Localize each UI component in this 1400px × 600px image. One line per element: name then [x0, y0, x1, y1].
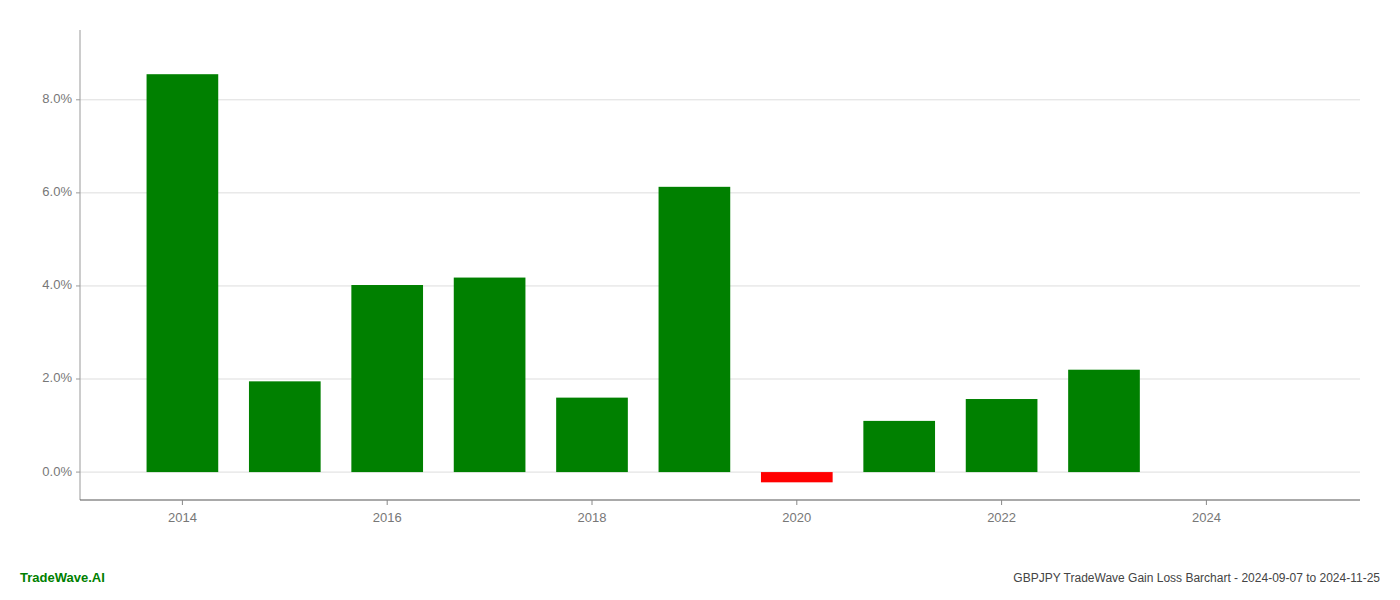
y-tick-label: 0.0% [42, 464, 72, 479]
x-tick-label: 2014 [168, 510, 197, 525]
bar [454, 278, 526, 473]
bar [556, 398, 628, 472]
grid-line [80, 99, 1360, 100]
chart: 0.0% 2.0% 4.0% 6.0% 8.0% 2014 2016 2018 2020 2022… [0, 0, 1400, 600]
x-axis: 2014 2016 2018 2020 2022 2024 [80, 500, 1360, 525]
y-tick-label: 2.0% [42, 370, 72, 385]
bar [147, 74, 219, 472]
x-tick-label: 2016 [373, 510, 402, 525]
bar [1068, 370, 1140, 472]
x-tick-label: 2024 [1192, 510, 1221, 525]
y-tick [76, 379, 80, 380]
bar [249, 381, 321, 472]
bar [863, 421, 935, 472]
x-tick [1206, 500, 1207, 505]
watermark: TradeWave.AI [20, 570, 105, 585]
y-tick-label: 8.0% [42, 91, 72, 106]
x-tick-label: 2018 [578, 510, 607, 525]
x-tick [796, 500, 797, 505]
x-axis-line [80, 500, 1360, 501]
grid [80, 100, 1360, 472]
bar [761, 472, 833, 482]
y-axis: 0.0% 2.0% 4.0% 6.0% 8.0% [42, 30, 80, 500]
bar [966, 399, 1038, 472]
x-tick [1001, 500, 1002, 505]
y-tick-label: 6.0% [42, 184, 72, 199]
title: GBPJPY TradeWave Gain Loss Barchart - 20… [1013, 571, 1380, 585]
y-tick [76, 192, 80, 193]
bar [659, 187, 731, 472]
y-tick [76, 285, 80, 286]
x-tick-label: 2020 [782, 510, 811, 525]
x-tick [592, 500, 593, 505]
y-tick [76, 472, 80, 473]
bars [147, 74, 1140, 482]
x-tick-label: 2022 [987, 510, 1016, 525]
bar [351, 285, 423, 472]
y-tick [76, 99, 80, 100]
x-tick [387, 500, 388, 505]
x-tick [182, 500, 183, 505]
y-tick-label: 4.0% [42, 277, 72, 292]
y-axis-line [80, 30, 81, 500]
